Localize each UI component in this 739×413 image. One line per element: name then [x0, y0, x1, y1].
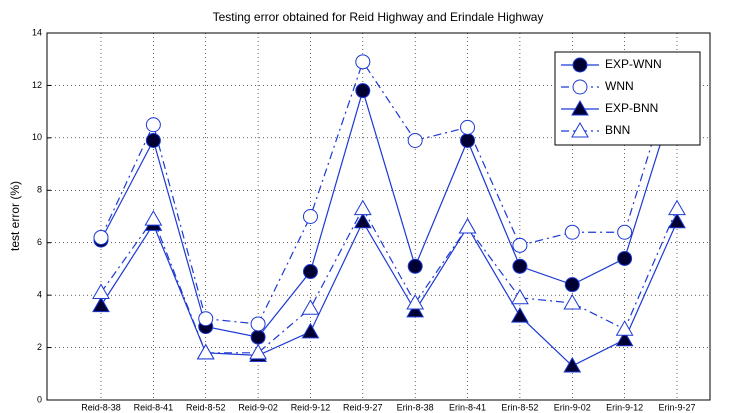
- x-tick-label: Erin-8-38: [397, 402, 434, 412]
- marker: [512, 258, 528, 274]
- marker: [92, 283, 110, 300]
- marker: [93, 229, 109, 245]
- marker: [572, 57, 588, 73]
- x-tick-label: Reid-8-41: [134, 402, 174, 412]
- plot: [92, 54, 686, 373]
- x-tick-label: Reid-9-12: [291, 402, 331, 412]
- marker: [512, 237, 528, 253]
- x-tick-label: Erin-9-02: [554, 402, 591, 412]
- marker: [301, 299, 320, 315]
- marker: [458, 217, 477, 234]
- legend-label: EXP-BNN: [605, 101, 658, 115]
- x-tick-label: Erin-8-41: [449, 402, 486, 412]
- marker: [460, 132, 476, 148]
- y-tick-label: 2: [37, 342, 42, 352]
- marker: [406, 293, 425, 310]
- marker: [145, 132, 161, 148]
- marker: [564, 277, 580, 293]
- x-tick-label: Erin-8-52: [501, 402, 538, 412]
- y-axis-label: test error (%): [8, 181, 22, 251]
- series-line: [100, 60, 678, 325]
- plot-frame: [46, 32, 711, 401]
- marker: [571, 121, 589, 138]
- marker: [302, 264, 318, 280]
- marker: [355, 54, 371, 70]
- x-tick-label: Erin-9-12: [606, 402, 643, 412]
- chart-title: Testing error obtained for Reid Highway …: [213, 10, 544, 24]
- marker: [250, 329, 266, 345]
- marker: [615, 330, 634, 347]
- marker: [353, 212, 372, 229]
- legend-label: WNN: [605, 79, 634, 93]
- marker: [301, 322, 320, 339]
- marker: [510, 307, 529, 323]
- marker: [571, 99, 589, 116]
- x-tick-label: Reid-9-27: [343, 402, 383, 412]
- y-tick-label: 8: [37, 185, 42, 195]
- legend: EXP-WNN WNN EXP-BNN BNN: [554, 51, 701, 146]
- y-tick-label: 14: [32, 27, 42, 37]
- marker: [407, 132, 423, 148]
- marker: [617, 224, 633, 240]
- y-tick-label: 10: [32, 132, 42, 142]
- marker: [198, 311, 214, 327]
- marker: [145, 117, 161, 133]
- marker: [572, 79, 588, 95]
- y-tick-label: 0: [37, 394, 42, 404]
- legend-label: EXP-WNN: [605, 57, 662, 71]
- marker: [302, 209, 318, 224]
- marker: [144, 210, 163, 226]
- y-tick-label: 4: [37, 290, 42, 300]
- marker: [406, 301, 425, 318]
- marker: [615, 320, 634, 336]
- x-tick-label: Reid-9-02: [238, 402, 278, 412]
- marker: [407, 258, 423, 274]
- x-tick-label: Reid-8-38: [81, 402, 121, 412]
- marker: [564, 224, 580, 240]
- x-tick-label: Reid-8-52: [186, 402, 226, 412]
- legend-label: BNN: [605, 123, 630, 137]
- marker: [249, 343, 268, 360]
- marker: [353, 199, 372, 216]
- series-line: [100, 88, 678, 338]
- marker: [668, 199, 686, 216]
- marker: [668, 212, 686, 229]
- y-tick-label: 12: [32, 80, 42, 90]
- marker: [92, 296, 110, 313]
- marker: [250, 316, 266, 332]
- marker: [563, 356, 582, 373]
- y-tick-label: 6: [37, 237, 42, 247]
- marker: [617, 250, 633, 266]
- marker: [196, 343, 215, 360]
- marker: [355, 83, 371, 99]
- x-tick-label: Erin-9-27: [658, 402, 695, 412]
- marker: [563, 293, 582, 310]
- marker: [510, 288, 529, 305]
- marker: [460, 119, 476, 135]
